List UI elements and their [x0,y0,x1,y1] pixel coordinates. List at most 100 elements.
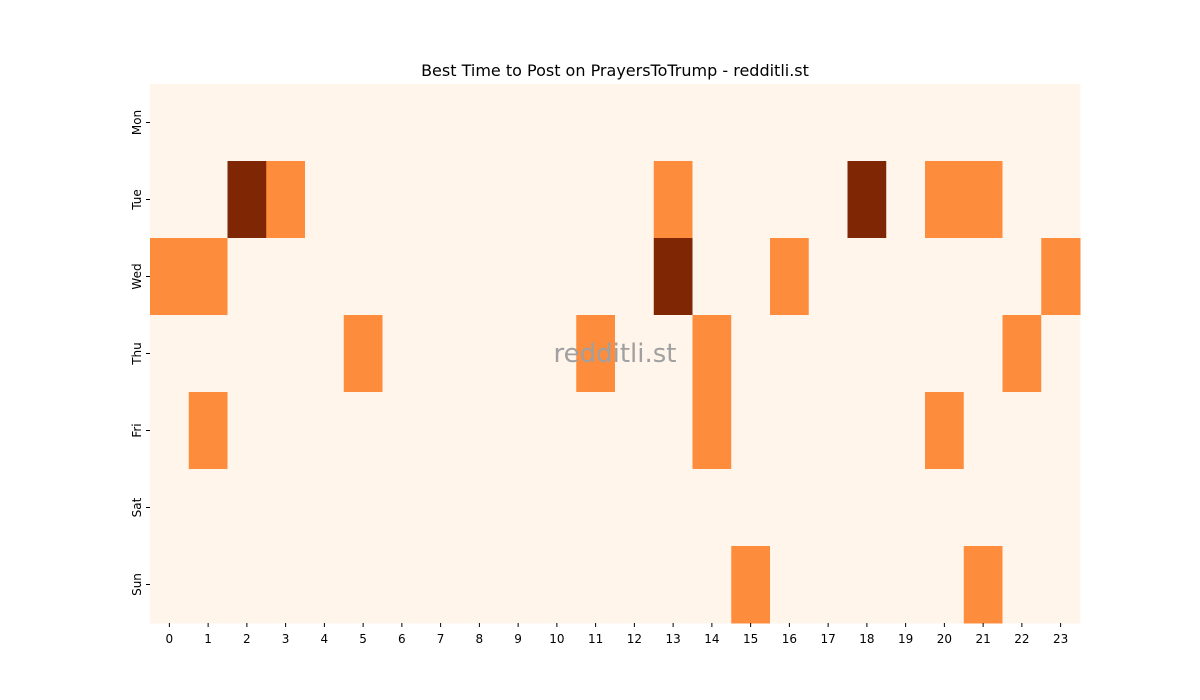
x-tick-label: 14 [704,632,719,646]
watermark: redditli.st [554,339,677,369]
heatmap-cell [498,84,538,162]
heatmap-cell [266,392,306,470]
heatmap-cell [692,315,732,393]
heatmap-cell [305,238,345,316]
heatmap-cell [615,161,655,239]
heatmap-cell [227,546,267,624]
heatmap-cell [382,546,422,624]
heatmap-cell [731,238,771,316]
heatmap-cell [1002,161,1042,239]
heatmap-cell [498,161,538,239]
heatmap-cell [227,84,267,162]
heatmap-cell [343,84,383,162]
heatmap-cell [847,546,887,624]
heatmap-cell [1041,469,1081,547]
x-tick-label: 23 [1053,632,1068,646]
chart-title: Best Time to Post on PrayersToTrump - re… [421,61,809,80]
x-tick-label: 11 [588,632,603,646]
heatmap-cell [770,315,810,393]
heatmap-cell [421,469,461,547]
x-axis: 0 1 2 3 4 5 6 7 8 9 10 11 12 13 14 15 16 17 18 19 20 21 22 23 [166,623,1068,646]
heatmap-cell [576,469,616,547]
heatmap-cell [498,469,538,547]
heatmap-cell [615,392,655,470]
heatmap-cell [615,315,655,393]
heatmap-cell [731,315,771,393]
heatmap-cell [498,546,538,624]
heatmap-cell [925,546,965,624]
y-tick-label: Mon [130,110,144,135]
heatmap-cells [150,84,1081,624]
heatmap-cell [1002,546,1042,624]
heatmap-cell [421,546,461,624]
y-tick-label: Thu [130,342,144,366]
heatmap-cell [537,546,577,624]
x-tick-label: 19 [898,632,913,646]
heatmap-cell [421,315,461,393]
heatmap-cell [925,392,965,470]
heatmap-cell [1041,546,1081,624]
heatmap-cell [808,392,848,470]
heatmap-cell [150,546,190,624]
heatmap-cell [266,315,306,393]
x-tick-label: 3 [282,632,290,646]
heatmap-cell [886,469,926,547]
heatmap-cell [188,546,228,624]
heatmap-cell [847,238,887,316]
heatmap-cell [576,546,616,624]
heatmap-cell [421,238,461,316]
heatmap-cell [963,161,1003,239]
heatmap-cell [498,392,538,470]
heatmap-cell [266,546,306,624]
heatmap-cell [266,238,306,316]
heatmap-cell [692,84,732,162]
heatmap-cell [188,392,228,470]
heatmap-cell [537,392,577,470]
heatmap-cell [150,84,190,162]
heatmap-cell [770,392,810,470]
x-tick-label: 9 [514,632,522,646]
heatmap-cell [692,238,732,316]
heatmap-cell [227,392,267,470]
heatmap-cell [770,469,810,547]
heatmap-cell [537,161,577,239]
heatmap-cell [847,315,887,393]
heatmap-cell [421,84,461,162]
heatmap-cell [343,392,383,470]
heatmap-cell [188,469,228,547]
heatmap-cell [653,546,693,624]
heatmap-cell [770,238,810,316]
heatmap-cell [460,315,500,393]
heatmap-cell [731,546,771,624]
heatmap-cell [382,392,422,470]
heatmap-cell [382,469,422,547]
heatmap-cell [925,84,965,162]
heatmap-cell [808,161,848,239]
heatmap-cell [1002,315,1042,393]
heatmap-cell [343,161,383,239]
heatmap-cell [653,315,693,393]
heatmap-cell [963,238,1003,316]
heatmap-cell [227,315,267,393]
heatmap-cell [1041,161,1081,239]
heatmap-cell [576,84,616,162]
heatmap-cell [886,84,926,162]
heatmap-cell [460,238,500,316]
heatmap-cell [615,84,655,162]
heatmap-cell [963,315,1003,393]
heatmap-cell [188,238,228,316]
heatmap-cell [305,161,345,239]
heatmap-cell [150,161,190,239]
x-tick-label: 13 [665,632,680,646]
heatmap-cell [576,161,616,239]
heatmap-cell [188,84,228,162]
heatmap-cell [886,315,926,393]
heatmap-cell [615,238,655,316]
heatmap-cell [731,469,771,547]
heatmap-cell [925,238,965,316]
heatmap-cell [305,84,345,162]
heatmap-cell [537,469,577,547]
heatmap-cell [808,315,848,393]
heatmap-cell [227,161,267,239]
